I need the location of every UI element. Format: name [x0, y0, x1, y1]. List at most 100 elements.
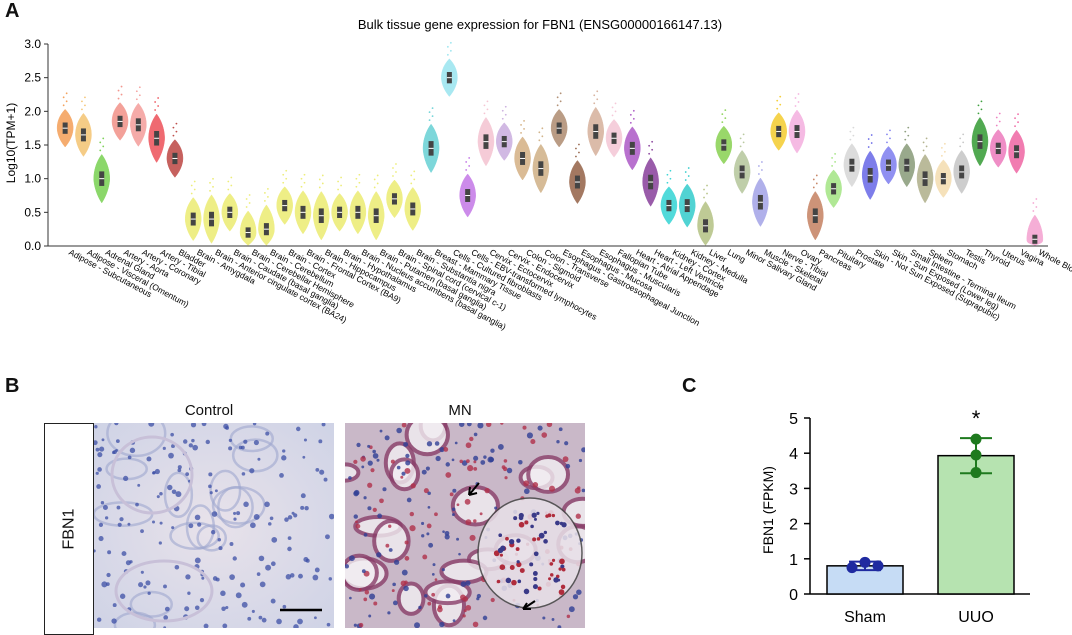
outlier-point — [282, 181, 285, 184]
mn-micrograph — [345, 423, 585, 628]
nucleus — [116, 505, 121, 510]
outlier-point — [84, 104, 86, 107]
outlier-point — [742, 133, 745, 136]
tubule — [129, 590, 173, 618]
nucleus — [463, 609, 467, 613]
nucleus — [356, 442, 361, 448]
nucleus — [467, 465, 474, 472]
glomerular-cell — [511, 579, 517, 586]
outlier-point — [468, 157, 471, 159]
nucleus — [431, 592, 436, 597]
outlier-point — [504, 105, 507, 108]
nucleus — [233, 511, 237, 515]
glomerular-cell — [559, 521, 564, 526]
nucleus — [426, 523, 432, 529]
nucleus — [465, 442, 472, 449]
outlier-point — [99, 141, 102, 144]
nucleus — [372, 449, 376, 454]
y-tick-label: 0.0 — [24, 239, 41, 253]
nucleus — [208, 472, 213, 477]
nucleus — [171, 526, 175, 530]
outlier-point — [358, 181, 361, 184]
nucleus — [282, 604, 287, 609]
outlier-point — [267, 188, 269, 190]
outlier-point — [501, 109, 504, 112]
outlier-point — [520, 124, 522, 126]
outlier-point — [538, 131, 541, 134]
nucleus — [228, 438, 233, 443]
nucleus — [314, 616, 317, 620]
nucleus — [414, 622, 421, 628]
nucleus — [479, 512, 483, 516]
outlier-point — [157, 105, 160, 107]
nucleus — [240, 445, 245, 450]
nucleus — [270, 598, 276, 604]
nucleus — [111, 618, 117, 624]
glomerular-cell — [536, 511, 540, 515]
nucleus — [363, 532, 368, 537]
nucleus — [185, 472, 190, 477]
y-tick-label: 2.5 — [24, 71, 41, 85]
y-tick-label: 2 — [789, 517, 798, 534]
nucleus — [454, 441, 458, 445]
nucleus — [314, 567, 320, 573]
nucleus — [192, 444, 199, 451]
x-tick-label: Lung — [726, 247, 748, 265]
outlier-point — [504, 113, 507, 116]
nucleus — [530, 439, 536, 445]
nucleus — [97, 467, 102, 472]
nucleus — [265, 564, 272, 571]
nucleus — [382, 487, 387, 492]
nucleus — [318, 439, 323, 444]
nucleus — [451, 458, 455, 462]
nucleus — [95, 471, 99, 475]
nucleus — [148, 423, 155, 427]
nucleus — [372, 507, 377, 512]
outlier-point — [81, 108, 83, 111]
row-label: FBN1 — [60, 508, 77, 550]
outlier-point — [230, 176, 233, 179]
outlier-point — [593, 102, 596, 105]
outlier-point — [190, 192, 193, 195]
glomerular-cell — [516, 560, 520, 564]
glomerular-cell — [549, 562, 554, 566]
outlier-point — [943, 150, 946, 153]
nucleus — [369, 593, 376, 600]
nucleus — [199, 597, 205, 603]
outlier-point — [392, 175, 394, 177]
outlier-point — [596, 98, 599, 101]
outlier-point — [81, 100, 83, 103]
nucleus — [442, 530, 445, 533]
outlier-point — [779, 95, 782, 98]
nucleus — [328, 577, 333, 581]
nucleus — [194, 557, 201, 564]
nucleus — [171, 444, 175, 449]
outlier-point — [666, 173, 669, 176]
outlier-point — [264, 192, 266, 194]
bar-chart: FBN1 (FPKM) 0 1 2 3 4 5 * Sham UUO — [760, 406, 1030, 626]
nucleus — [404, 540, 409, 545]
outlier-point — [413, 178, 416, 181]
nucleus — [221, 606, 226, 611]
outlier-point — [962, 141, 965, 144]
glomerular-cell — [499, 553, 503, 557]
outlier-point — [410, 174, 413, 177]
nucleus — [391, 589, 395, 593]
nucleus — [159, 491, 163, 496]
outlier-point — [227, 180, 230, 183]
glomerular-cell — [558, 567, 562, 571]
nucleus — [285, 574, 292, 580]
nucleus — [156, 495, 160, 499]
nucleus — [252, 423, 257, 426]
nucleus — [409, 511, 415, 517]
nucleus — [443, 447, 449, 452]
y-tick-label: 0.5 — [24, 205, 41, 219]
glomerular-cell — [515, 547, 520, 551]
outlier-point — [651, 148, 654, 151]
tubule — [169, 521, 220, 550]
nucleus — [452, 619, 456, 623]
glomerular-cell — [537, 586, 542, 591]
tubule — [372, 519, 411, 563]
nucleus — [460, 594, 466, 601]
nucleus — [140, 529, 144, 534]
